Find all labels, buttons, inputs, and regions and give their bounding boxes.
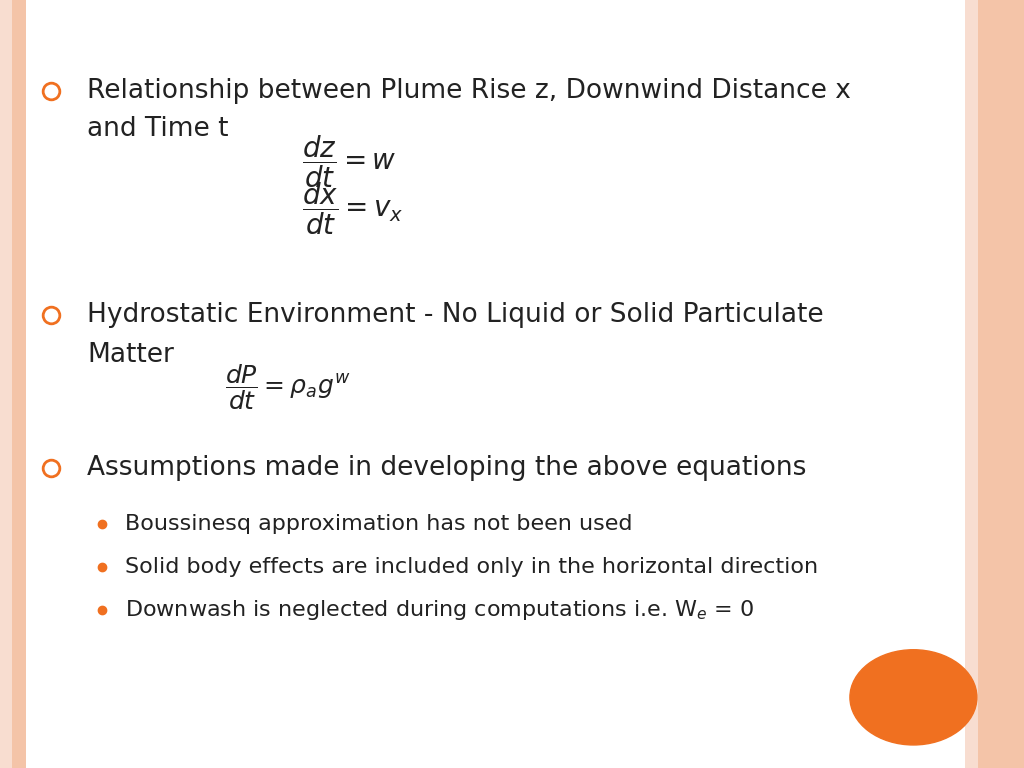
Text: Hydrostatic Environment - No Liquid or Solid Particulate: Hydrostatic Environment - No Liquid or S… [87,302,823,328]
Text: Relationship between Plume Rise z, Downwind Distance x: Relationship between Plume Rise z, Downw… [87,78,851,104]
Bar [12,0,26,768]
Text: Boussinesq approximation has not been used: Boussinesq approximation has not been us… [125,514,633,534]
Bar [978,0,1024,768]
Text: $\dfrac{dz}{dt} = w$: $\dfrac{dz}{dt} = w$ [302,133,396,190]
Text: Downwash is neglected during computations i.e. W$_e$ = 0: Downwash is neglected during computation… [125,598,755,622]
Bar [965,0,978,768]
Text: Matter: Matter [87,342,174,368]
Text: and Time t: and Time t [87,116,228,142]
Bar [0,0,12,768]
Text: $\dfrac{dx}{dt} = v_x$: $\dfrac{dx}{dt} = v_x$ [302,180,403,237]
Text: $\dfrac{dP}{dt}{=}\rho_a g^w$: $\dfrac{dP}{dt}{=}\rho_a g^w$ [225,362,350,412]
Text: Solid body effects are included only in the horizontal direction: Solid body effects are included only in … [125,557,818,577]
Text: Assumptions made in developing the above equations: Assumptions made in developing the above… [87,455,807,482]
Circle shape [850,650,977,745]
